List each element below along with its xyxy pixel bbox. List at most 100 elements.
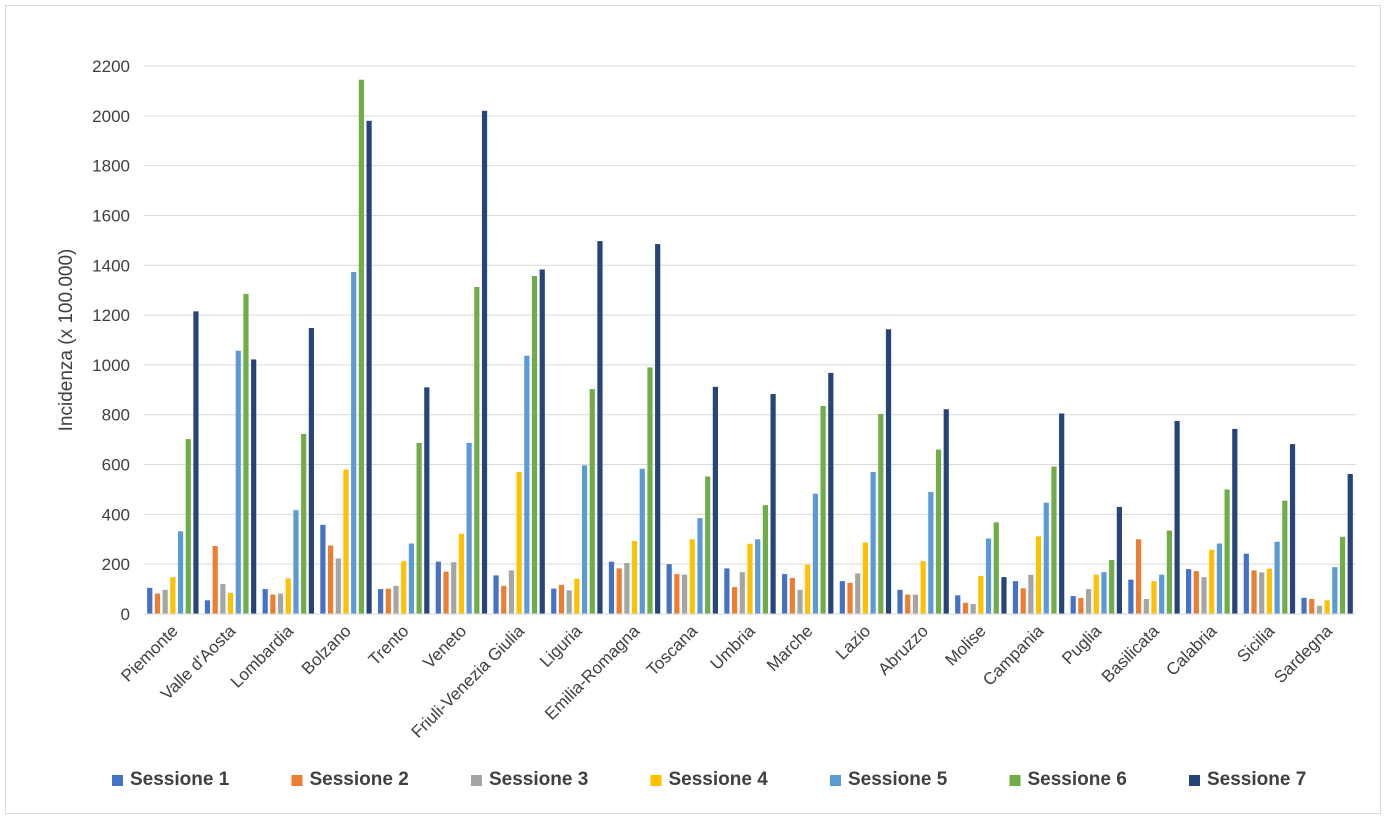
legend: Sessione 1 Sessione 2 Sessione 3 Sessione 4… [112, 769, 1306, 790]
legend-item: Sessione 4 [650, 769, 769, 790]
bars [147, 79, 1353, 615]
bar-6 [1051, 466, 1057, 614]
x-category-label: Lombardia [227, 621, 298, 692]
bar-5 [985, 538, 992, 614]
legend-swatch [650, 775, 662, 786]
bar-1 [204, 600, 211, 614]
bar-4 [1093, 574, 1099, 614]
x-category-label: Sicilia [1233, 621, 1278, 666]
bar-7 [539, 269, 545, 614]
bar-6 [531, 275, 538, 614]
bar-2 [732, 587, 738, 614]
bar-6 [185, 439, 191, 614]
bar-6 [647, 367, 653, 614]
bar-2 [328, 545, 334, 614]
bar-4 [1324, 600, 1330, 614]
bar-4 [1209, 549, 1215, 614]
bar-5 [524, 355, 530, 614]
bar-2 [847, 582, 853, 614]
bar-4 [747, 543, 753, 614]
legend-item: Sessione 7 [1189, 769, 1306, 790]
bar-7 [1232, 428, 1238, 614]
bar-1 [435, 561, 441, 614]
legend-swatch [1189, 775, 1200, 786]
bar-6 [878, 413, 884, 614]
bar-6 [416, 442, 422, 614]
bar-7 [251, 359, 257, 614]
bar-4 [978, 575, 984, 614]
bar-4 [516, 472, 522, 614]
legend-item: Sessione 2 [291, 769, 409, 790]
bar-6 [1282, 500, 1288, 614]
bar-2 [1251, 570, 1257, 614]
y-tick-label: 1200 [92, 306, 130, 325]
bar-7 [193, 311, 199, 614]
bar-3 [855, 573, 861, 614]
legend-item: Sessione 3 [471, 769, 588, 790]
bar-7 [943, 409, 949, 614]
bar-3 [277, 593, 284, 614]
y-tick-label: 2000 [92, 107, 130, 126]
bar-2 [1309, 599, 1315, 614]
bar-4 [1266, 568, 1273, 614]
y-tick-label: 1600 [92, 206, 130, 225]
bar-1 [839, 581, 845, 614]
y-tick-label: 1800 [92, 157, 130, 176]
y-tick-label: 0 [121, 605, 130, 624]
x-category-label: Liguria [536, 621, 586, 671]
bar-5 [581, 465, 588, 614]
bar-1 [1012, 581, 1019, 614]
legend-label: Sessione 2 [310, 769, 409, 790]
bar-7 [424, 387, 430, 614]
legend-swatch [112, 775, 123, 786]
bar-chart: 0 200 400 600 800 1000 1200 1400 1600 1800 2000 220… [56, 57, 1356, 790]
bar-1 [1243, 553, 1249, 614]
bar-2 [905, 594, 911, 614]
bar-1 [1186, 569, 1192, 614]
bar-3 [624, 562, 630, 614]
bar-3 [797, 589, 803, 614]
bar-5 [1159, 574, 1165, 614]
bar-6 [762, 505, 768, 614]
bar-4 [862, 542, 869, 614]
x-category-label: Molise [942, 621, 990, 669]
chart-frame: 0 200 400 600 800 1000 1200 1400 1600 1800 2000 220… [5, 5, 1381, 814]
bar-6 [589, 389, 595, 614]
bar-7 [1347, 474, 1353, 614]
bar-6 [301, 433, 307, 614]
bar-1 [1301, 597, 1307, 614]
bar-2 [154, 593, 161, 614]
bar-5 [697, 518, 703, 614]
bar-3 [393, 585, 399, 614]
bar-5 [1216, 543, 1223, 614]
bar-3 [1201, 577, 1207, 614]
x-category-label: Basilicata [1098, 621, 1163, 686]
bar-5 [293, 510, 299, 614]
bar-7 [1289, 444, 1296, 614]
bar-1 [378, 589, 384, 614]
bar-7 [770, 394, 776, 614]
legend-swatch [471, 775, 482, 786]
x-category-label: Trento [365, 621, 413, 669]
bar-1 [955, 595, 961, 614]
bar-4 [170, 577, 176, 614]
bar-5 [408, 543, 415, 614]
bar-7 [308, 328, 314, 614]
bar-5 [1043, 502, 1049, 614]
bar-3 [508, 570, 515, 614]
x-category-label: Puglia [1058, 621, 1105, 668]
legend-label: Sessione 4 [669, 769, 769, 790]
bar-6 [1224, 489, 1230, 614]
bar-2 [385, 588, 391, 614]
y-tick-label: 2200 [92, 57, 130, 76]
bar-1 [782, 574, 788, 614]
bar-5 [639, 468, 645, 614]
bar-1 [1128, 579, 1134, 614]
bar-2 [1193, 571, 1199, 614]
bar-2 [674, 574, 680, 614]
bar-7 [828, 372, 834, 614]
bar-3 [1028, 574, 1034, 614]
bar-6 [243, 293, 249, 614]
x-category-label: Veneto [419, 621, 470, 672]
x-category-label: Sardegna [1270, 621, 1336, 687]
